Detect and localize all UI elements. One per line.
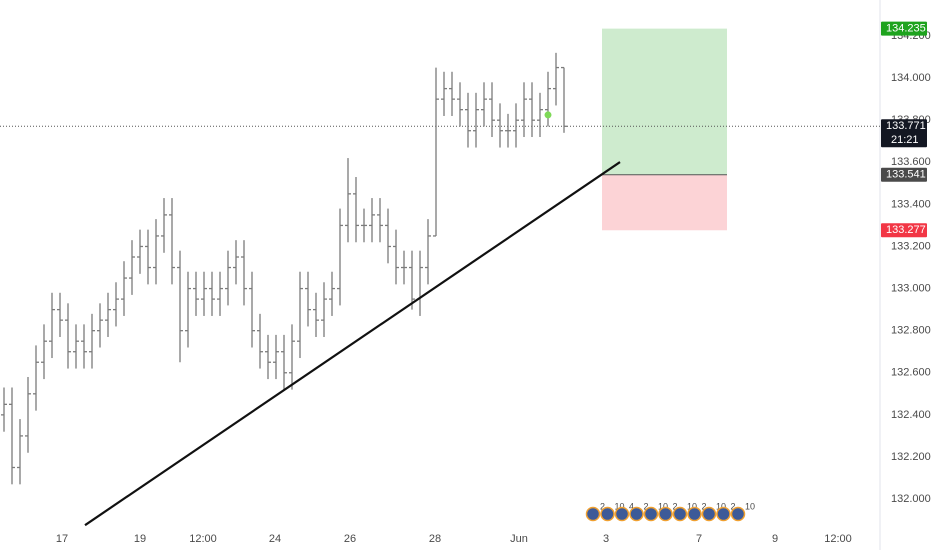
y-tick-label: 133.600	[891, 156, 931, 168]
event-label: 2	[600, 501, 605, 511]
event-icon	[658, 506, 673, 522]
price-label-bg	[881, 21, 927, 36]
x-tick-label: 17	[56, 533, 68, 545]
y-tick-label: 132.200	[891, 451, 931, 463]
y-tick-label: 133.200	[891, 240, 931, 252]
y-tick-label: 134.000	[891, 72, 931, 84]
event-icon	[614, 506, 630, 522]
price-label: 133.277	[886, 224, 926, 236]
y-tick-label: 133.400	[891, 198, 931, 210]
x-tick-label: Jun	[510, 533, 528, 545]
event-label: 10	[687, 501, 697, 511]
event-label: 2	[731, 501, 736, 511]
x-tick-label: 9	[772, 533, 778, 545]
price-label: 133.771	[886, 120, 926, 132]
marker	[544, 111, 552, 119]
y-tick-label: 132.600	[891, 367, 931, 379]
event-icon	[600, 506, 615, 522]
y-tick-label: 132.000	[891, 493, 931, 505]
x-tick-label: 19	[134, 533, 146, 545]
price-label: 133.541	[886, 169, 926, 181]
event-icon	[701, 506, 717, 522]
x-tick-label: 3	[603, 533, 609, 545]
event-icon	[672, 506, 688, 522]
price-label-bg	[881, 119, 927, 148]
x-tick-label: 7	[696, 533, 702, 545]
event-label: 10	[745, 501, 755, 511]
x-tick-label: 12:00	[189, 533, 217, 545]
event-label: 2	[644, 501, 649, 511]
trendline	[84, 161, 621, 527]
event-label: 10	[658, 501, 668, 511]
x-tick-label: 26	[344, 533, 356, 545]
x-tick-label: 28	[429, 533, 441, 545]
price-label: 134.235	[886, 23, 926, 35]
profit-zone	[602, 28, 727, 175]
event-label: 4	[629, 501, 634, 511]
event-label: 2	[702, 501, 707, 511]
y-tick-label: 132.800	[891, 325, 931, 337]
price-label-bg	[881, 167, 927, 182]
event-icon	[629, 506, 644, 522]
loss-zone	[602, 174, 727, 231]
event-icon	[643, 506, 659, 522]
y-tick-label: 132.400	[891, 409, 931, 421]
event-icon	[730, 506, 746, 522]
price-label-bg	[881, 223, 927, 238]
countdown: 21:21	[891, 134, 919, 146]
event-icon	[585, 506, 601, 522]
x-tick-label: 24	[269, 533, 281, 545]
x-tick-label: 12:00	[824, 533, 852, 545]
event-label: 10	[716, 501, 726, 511]
event-label: 2	[673, 501, 678, 511]
event-label: 10	[615, 501, 625, 511]
event-icon	[687, 506, 702, 522]
event-icon	[716, 506, 731, 522]
y-tick-label: 133.000	[891, 282, 931, 294]
